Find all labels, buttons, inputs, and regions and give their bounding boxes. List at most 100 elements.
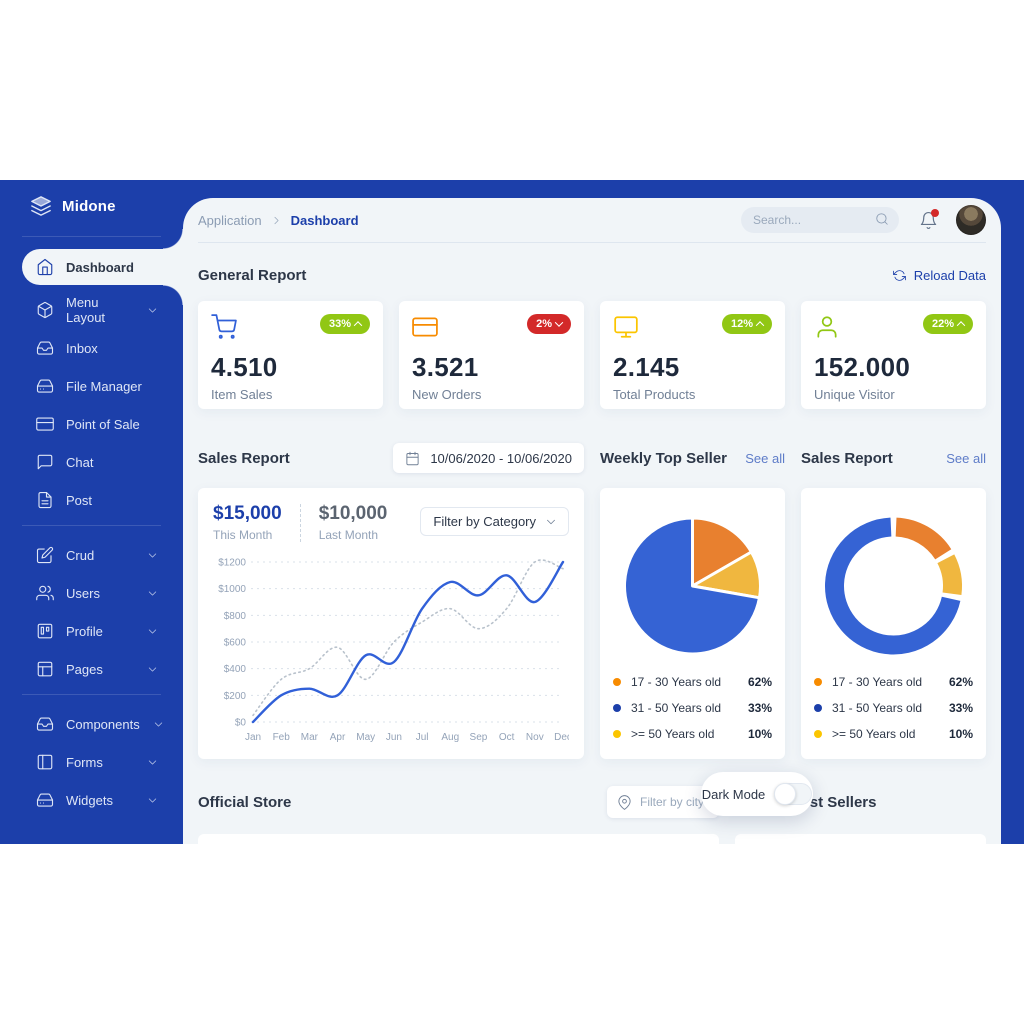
legend-row: 17 - 30 Years old 62% <box>814 669 973 695</box>
this-month-label: This Month <box>213 528 273 542</box>
box-icon <box>36 301 54 319</box>
sidebar-item-menu-layout[interactable]: Menu Layout <box>22 295 183 325</box>
chevron-down-icon <box>146 663 159 676</box>
sidebar-item-file-manager[interactable]: File Manager <box>22 371 183 401</box>
svg-text:$800: $800 <box>224 611 247 622</box>
svg-text:Feb: Feb <box>273 732 291 743</box>
weekly-best-sellers-card <box>735 834 986 844</box>
row2-cards: $15,000 This Month $10,000 Last Month Fi… <box>198 488 986 759</box>
sales-report-see-all[interactable]: See all <box>946 450 986 466</box>
sidebar-item-label: Dashboard <box>66 259 134 275</box>
legend-label: 31 - 50 Years old <box>832 701 923 715</box>
sidebar-item-label: Point of Sale <box>66 416 140 432</box>
user-avatar[interactable] <box>956 205 986 235</box>
filter-by-city-input[interactable] <box>640 795 710 809</box>
weekly-top-seller-pie-chart <box>623 516 762 656</box>
donut-legend: 17 - 30 Years old 62% 31 - 50 Years old 33%… <box>814 669 973 747</box>
sidebar-item-point-of-sale[interactable]: Point of Sale <box>22 409 183 439</box>
legend-label: >= 50 Years old <box>631 727 715 741</box>
svg-text:$1200: $1200 <box>218 558 246 569</box>
search-input[interactable] <box>741 213 861 227</box>
brand[interactable]: Midone <box>0 180 183 230</box>
svg-text:Nov: Nov <box>526 732 544 743</box>
sales-report-chart-card: $15,000 This Month $10,000 Last Month Fi… <box>198 488 584 759</box>
sidebar-divider <box>22 236 161 237</box>
date-range-input[interactable]: 10/06/2020 - 10/06/2020 <box>393 443 584 473</box>
row3-headers: Official Store Weekly Best Sellers <box>198 786 986 818</box>
chevron-down-icon <box>544 515 558 529</box>
general-report-title: General Report <box>198 267 307 284</box>
filter-by-city-box <box>607 786 719 818</box>
trend-badge: 2% <box>527 314 571 334</box>
official-store-card <box>198 834 719 844</box>
notifications-button[interactable] <box>919 208 939 230</box>
sidebar: Midone Dashboard Menu Layout Inbox File Man… <box>0 180 183 844</box>
legend-dot <box>613 678 621 686</box>
dashed-divider <box>299 503 301 542</box>
filter-by-category-select[interactable]: Filter by Category <box>420 507 569 536</box>
chevron-down-icon <box>146 794 159 807</box>
chevron-down-icon <box>152 718 165 731</box>
trello-icon <box>36 622 54 640</box>
stat-card-total-products[interactable]: 12% 2.145 Total Products <box>600 301 785 416</box>
sidebar-item-label: Profile <box>66 623 103 639</box>
breadcrumb-application[interactable]: Application <box>198 212 262 228</box>
dark-mode-label: Dark Mode <box>701 786 766 802</box>
legend-value: 62% <box>747 675 772 689</box>
monitor-icon <box>613 314 639 340</box>
sidebar-item-chat[interactable]: Chat <box>22 447 183 477</box>
sales-report-donut-card: 17 - 30 Years old 62% 31 - 50 Years old 33%… <box>801 488 986 759</box>
weekly-top-seller-see-all[interactable]: See all <box>745 450 785 466</box>
users-icon <box>36 584 54 602</box>
sidebar-item-inbox[interactable]: Inbox <box>22 333 183 363</box>
refresh-icon <box>892 269 906 282</box>
search-box <box>741 207 899 233</box>
sidebar-item-label: Chat <box>66 454 94 470</box>
sidebar-item-crud[interactable]: Crud <box>22 540 183 570</box>
chevron-down-icon <box>554 318 564 327</box>
shopping-cart-icon <box>211 314 237 340</box>
sidebar-item-users[interactable]: Users <box>22 578 183 608</box>
weekly-top-seller-title: Weekly Top Seller <box>600 449 727 467</box>
calendar-icon <box>405 451 420 466</box>
sidebar-item-dashboard[interactable]: Dashboard <box>22 229 183 305</box>
stat-card-new-orders[interactable]: 2% 3.521 New Orders <box>399 301 584 416</box>
sidebar-item-pages[interactable]: Pages <box>22 654 183 684</box>
stat-card-unique-visitor[interactable]: 22% 152.000 Unique Visitor <box>801 301 986 416</box>
search-icon[interactable] <box>875 212 889 231</box>
legend-dot <box>613 704 621 712</box>
stat-value: 152.000 <box>814 352 911 382</box>
this-month-value: $15,000 <box>213 503 282 524</box>
chevron-up-icon <box>353 321 363 330</box>
legend-row: >= 50 Years old 10% <box>613 721 772 747</box>
general-report-header: General Report Reload Data <box>198 267 986 284</box>
breadcrumb-dashboard[interactable]: Dashboard <box>290 212 359 228</box>
dark-mode-toggle[interactable] <box>774 783 813 805</box>
svg-text:$1000: $1000 <box>218 584 246 595</box>
message-square-icon <box>36 453 54 471</box>
svg-text:$200: $200 <box>224 691 247 702</box>
svg-text:Aug: Aug <box>441 732 459 743</box>
edit-icon <box>36 546 54 564</box>
sidebar-item-profile[interactable]: Profile <box>22 616 183 646</box>
legend-dot <box>814 730 822 738</box>
svg-text:Sep: Sep <box>470 732 488 743</box>
sidebar-item-widgets[interactable]: Widgets <box>22 785 183 815</box>
sidebar-item-components[interactable]: Components <box>22 709 183 739</box>
legend-dot <box>613 730 621 738</box>
sidebar-item-post[interactable]: Post <box>22 485 183 515</box>
chevron-down-icon <box>146 549 159 562</box>
stat-label: Total Products <box>613 387 696 402</box>
sidebar-item-label: Components <box>66 716 140 732</box>
svg-text:Mar: Mar <box>301 732 319 743</box>
legend-value: 33% <box>747 701 772 715</box>
chevron-right-icon <box>270 214 283 227</box>
reload-data-button[interactable]: Reload Data <box>892 268 986 283</box>
svg-text:Jul: Jul <box>416 732 429 743</box>
stat-value: 2.145 <box>613 352 680 382</box>
row2-headers: Sales Report 10/06/2020 - 10/06/2020 Wee… <box>198 443 986 473</box>
stat-card-item-sales[interactable]: 33% 4.510 Item Sales <box>198 301 383 416</box>
chevron-up-icon <box>956 321 966 330</box>
sidebar-item-forms[interactable]: Forms <box>22 747 183 777</box>
